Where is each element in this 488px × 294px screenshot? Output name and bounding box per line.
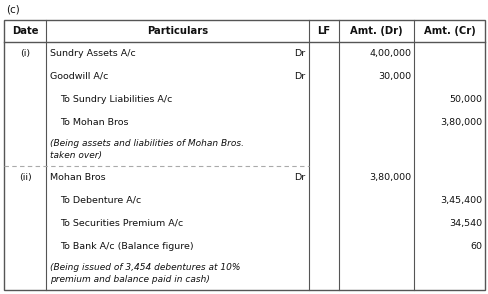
Text: To Mohan Bros: To Mohan Bros [60,118,128,127]
Text: Sundry Assets A/c: Sundry Assets A/c [50,49,136,58]
Text: 3,80,000: 3,80,000 [368,173,410,182]
Text: Goodwill A/c: Goodwill A/c [50,72,108,81]
Text: To Securities Premium A/c: To Securities Premium A/c [60,219,183,228]
Text: (Being assets and liabilities of Mohan Bros.: (Being assets and liabilities of Mohan B… [50,139,244,148]
Text: 4,00,000: 4,00,000 [368,49,410,58]
Text: 30,000: 30,000 [377,72,410,81]
Text: 3,45,400: 3,45,400 [439,196,481,205]
Text: 34,540: 34,540 [448,219,481,228]
Text: 60: 60 [469,242,481,251]
Text: LF: LF [317,26,330,36]
Text: Amt. (Cr): Amt. (Cr) [423,26,474,36]
Text: Amt. (Dr): Amt. (Dr) [349,26,402,36]
Text: taken over): taken over) [50,151,102,160]
Text: Date: Date [12,26,38,36]
Text: 50,000: 50,000 [448,95,481,104]
Text: Dr: Dr [293,72,305,81]
Text: 3,80,000: 3,80,000 [439,118,481,127]
Text: premium and balance paid in cash): premium and balance paid in cash) [50,275,209,284]
Text: To Sundry Liabilities A/c: To Sundry Liabilities A/c [60,95,172,104]
Text: Dr: Dr [293,49,305,58]
Text: Particulars: Particulars [146,26,207,36]
Text: (i): (i) [20,49,30,58]
Text: To Bank A/c (Balance figure): To Bank A/c (Balance figure) [60,242,193,251]
Text: (c): (c) [6,4,20,14]
Text: Mohan Bros: Mohan Bros [50,173,105,182]
Text: To Debenture A/c: To Debenture A/c [60,196,141,205]
Text: Dr: Dr [293,173,305,182]
Text: (ii): (ii) [19,173,31,182]
Text: (Being issued of 3,454 debentures at 10%: (Being issued of 3,454 debentures at 10% [50,263,240,272]
